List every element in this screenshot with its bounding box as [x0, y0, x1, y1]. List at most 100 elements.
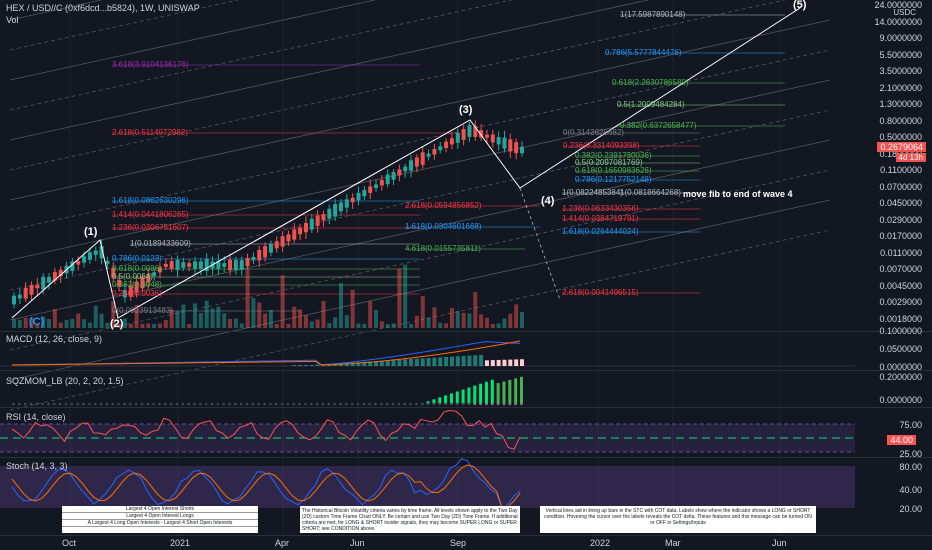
macd-histogram-bar [514, 359, 519, 366]
sqz-dot [374, 402, 377, 406]
sqz-bar [490, 379, 494, 404]
fib-level-label: 0.786(5.5777844476) [605, 48, 682, 57]
macd-histogram-bar [409, 359, 414, 366]
macd-histogram-bar [292, 365, 297, 366]
volume-bar [12, 319, 16, 328]
volume-bar [187, 323, 192, 328]
wave-projection [519, 187, 561, 301]
candle-body [385, 174, 390, 185]
volume-bar [210, 308, 215, 328]
time-axis-label: Apr [275, 538, 290, 548]
candle-body [193, 261, 198, 269]
separator[interactable] [0, 457, 932, 458]
sqz-dot [70, 402, 74, 406]
sqzmom-title[interactable]: SQZMOM_LB (20, 2, 20, 1.5) [6, 376, 124, 386]
volume-bar [239, 323, 244, 328]
price-axis-label: 0.0110000 [880, 247, 922, 258]
symbol-title[interactable]: HEX / USD//C (0xf6dcd...b5824), 1W, UNIS… [6, 3, 200, 13]
volume-bar [356, 323, 361, 328]
price-axis-label: 0.0029000 [879, 297, 922, 308]
candle-body [327, 208, 332, 219]
fib-level-label: 0.382(0.2391730036) [575, 151, 652, 160]
elliott-wave-lines [11, 7, 801, 319]
candle-body [520, 146, 524, 154]
sqz-dot [204, 402, 208, 406]
volume-bar [298, 309, 303, 328]
sqz-dot [222, 402, 226, 406]
candle-body [187, 263, 192, 267]
volume-bar [502, 318, 507, 328]
separator[interactable] [0, 370, 932, 371]
rsi-title[interactable]: RSI (14, close) [6, 412, 66, 422]
wave-2-label: (2) [110, 318, 124, 330]
volume-bar [514, 304, 519, 328]
volume-label[interactable]: Vol [6, 15, 19, 25]
fib-level-label: 3.618(3.9104136176) [112, 60, 189, 69]
fib-level-label: 0.5(0.0064) [112, 272, 153, 281]
sqz-bar [444, 395, 448, 404]
rsi-band [0, 424, 855, 452]
sqz-dot [210, 402, 214, 406]
macd-histogram-bar [356, 362, 361, 366]
candle-body [286, 234, 291, 242]
candle-body [76, 261, 81, 265]
sqz-dot [467, 402, 471, 406]
candle-body [12, 295, 16, 305]
macd-histogram-bar [397, 359, 402, 366]
volume-bar [216, 306, 221, 328]
candle-body [222, 263, 227, 267]
stoch-title[interactable]: Stoch (14, 3, 3) [6, 461, 68, 471]
candle-body [58, 269, 63, 277]
fib-level-label: 0.236(0.3314093398) [563, 141, 640, 150]
macd-histogram-bar [350, 362, 355, 366]
separator[interactable] [0, 407, 932, 408]
volume-bar [449, 307, 454, 328]
fib-level-label: 0.786(0.1217752148) [575, 175, 652, 184]
macd-histogram-bar [479, 354, 484, 366]
price-axis-label: 24.0000000 [874, 0, 922, 10]
candle-body [473, 126, 478, 138]
sqz-dot [455, 402, 459, 406]
volume-bar [315, 319, 320, 328]
candle-body [47, 276, 52, 283]
candlestick-series[interactable] [12, 120, 524, 309]
price-axis-label: 5.5000000 [879, 49, 922, 60]
volume-bars [12, 264, 524, 328]
sqz-dot [234, 402, 237, 406]
candle-body [17, 294, 22, 299]
sqz-dot [333, 402, 336, 406]
candle-body [350, 197, 355, 203]
sqz-bar [484, 381, 488, 404]
macd-title[interactable]: MACD (12, 26, close, 9) [6, 334, 103, 344]
volume-bar [146, 323, 151, 328]
sqz-dot [491, 402, 494, 406]
sqz-dot [181, 402, 185, 406]
sqz-dot [292, 402, 296, 406]
sqz-dot [309, 402, 313, 406]
volume-bar [117, 323, 122, 328]
volume-bar [268, 309, 273, 328]
sqz-dot [128, 402, 132, 406]
candle-body [391, 172, 396, 180]
sqz-dot [391, 402, 395, 406]
macd-histogram-bar [455, 356, 460, 366]
volume-bar [508, 313, 513, 328]
sqz-dot [23, 402, 27, 406]
fib-level-label: 0.618(0.0086) [112, 264, 162, 273]
fib-level-label: 0(0.0023913483) [112, 306, 173, 315]
macd-histogram-bar [473, 355, 478, 366]
macd-histogram-bar [315, 364, 320, 366]
price-axis-label: 0.0045000 [879, 280, 922, 291]
macd-histogram-bar [461, 355, 466, 366]
separator[interactable] [0, 535, 932, 536]
sqz-dot [134, 402, 138, 406]
sqz-dot [93, 402, 97, 406]
candle-body [403, 166, 408, 172]
candle-body [292, 229, 297, 240]
candle-body [99, 246, 104, 259]
volume-bar [362, 323, 367, 328]
candle-body [461, 129, 466, 140]
volume-bar [82, 319, 87, 328]
separator[interactable] [0, 331, 932, 332]
